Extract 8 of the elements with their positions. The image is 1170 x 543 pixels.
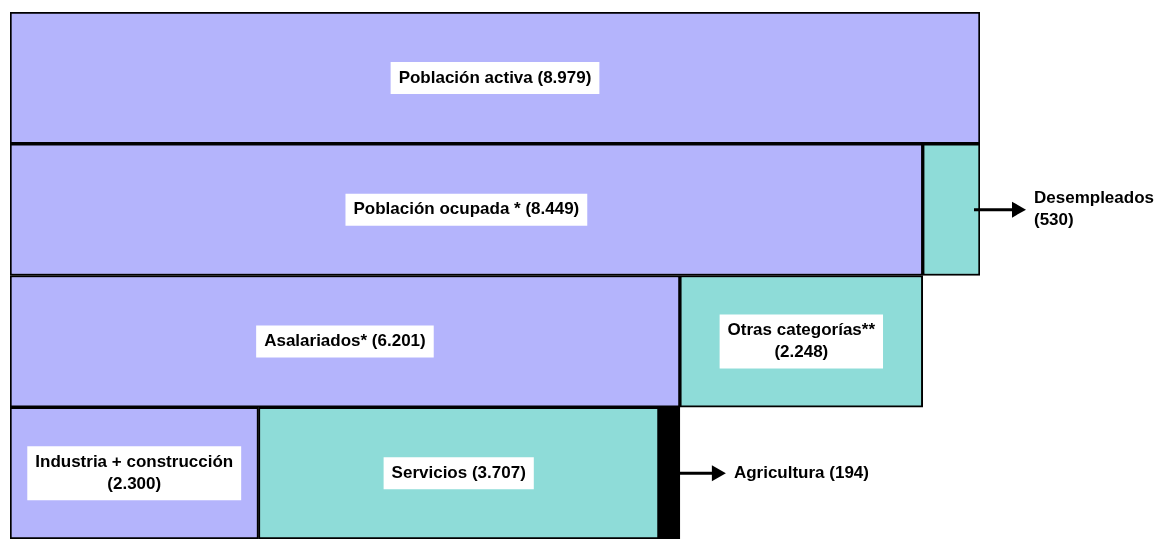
- data-label: Asalariados* (6.201): [264, 331, 426, 351]
- data-label: Otras categorías** (2.248): [727, 320, 876, 362]
- data-label: Servicios (3.707): [391, 462, 526, 482]
- data-label: Desempleados (530): [1034, 188, 1154, 230]
- data-label: Agricultura (194): [733, 462, 869, 482]
- data-label: Población activa (8.979): [398, 67, 592, 87]
- data-label: Industria + construcción (2.300): [35, 451, 234, 493]
- data-label: Población ocupada * (8.449): [353, 199, 580, 219]
